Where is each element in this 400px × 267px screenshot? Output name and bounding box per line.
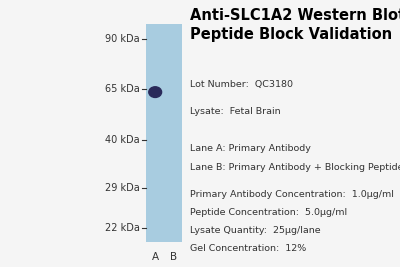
Text: Primary Antibody Concentration:  1.0μg/ml: Primary Antibody Concentration: 1.0μg/ml: [190, 190, 394, 199]
Text: 65 kDa: 65 kDa: [105, 84, 140, 95]
Bar: [146, 24, 182, 242]
Text: Gel Concentration:  12%: Gel Concentration: 12%: [190, 244, 306, 253]
Text: Lane B: Primary Antibody + Blocking Peptide: Lane B: Primary Antibody + Blocking Pept…: [190, 163, 400, 172]
Text: 22 kDa: 22 kDa: [105, 223, 140, 233]
Text: Lot Number:  QC3180: Lot Number: QC3180: [190, 80, 293, 89]
Text: 29 kDa: 29 kDa: [105, 183, 140, 193]
Text: Lysate Quantity:  25μg/lane: Lysate Quantity: 25μg/lane: [190, 226, 321, 235]
Text: 90 kDa: 90 kDa: [105, 34, 140, 44]
Text: B: B: [170, 252, 178, 262]
Text: 40 kDa: 40 kDa: [105, 135, 140, 145]
Text: Lysate:  Fetal Brain: Lysate: Fetal Brain: [190, 107, 281, 116]
Text: A: A: [152, 252, 159, 262]
Text: Anti-SLC1A2 Western Blot &
Peptide Block Validation: Anti-SLC1A2 Western Blot & Peptide Block…: [190, 8, 400, 42]
Text: Lane A: Primary Antibody: Lane A: Primary Antibody: [190, 144, 311, 153]
Ellipse shape: [149, 87, 162, 97]
Text: Peptide Concentration:  5.0μg/ml: Peptide Concentration: 5.0μg/ml: [190, 208, 347, 217]
